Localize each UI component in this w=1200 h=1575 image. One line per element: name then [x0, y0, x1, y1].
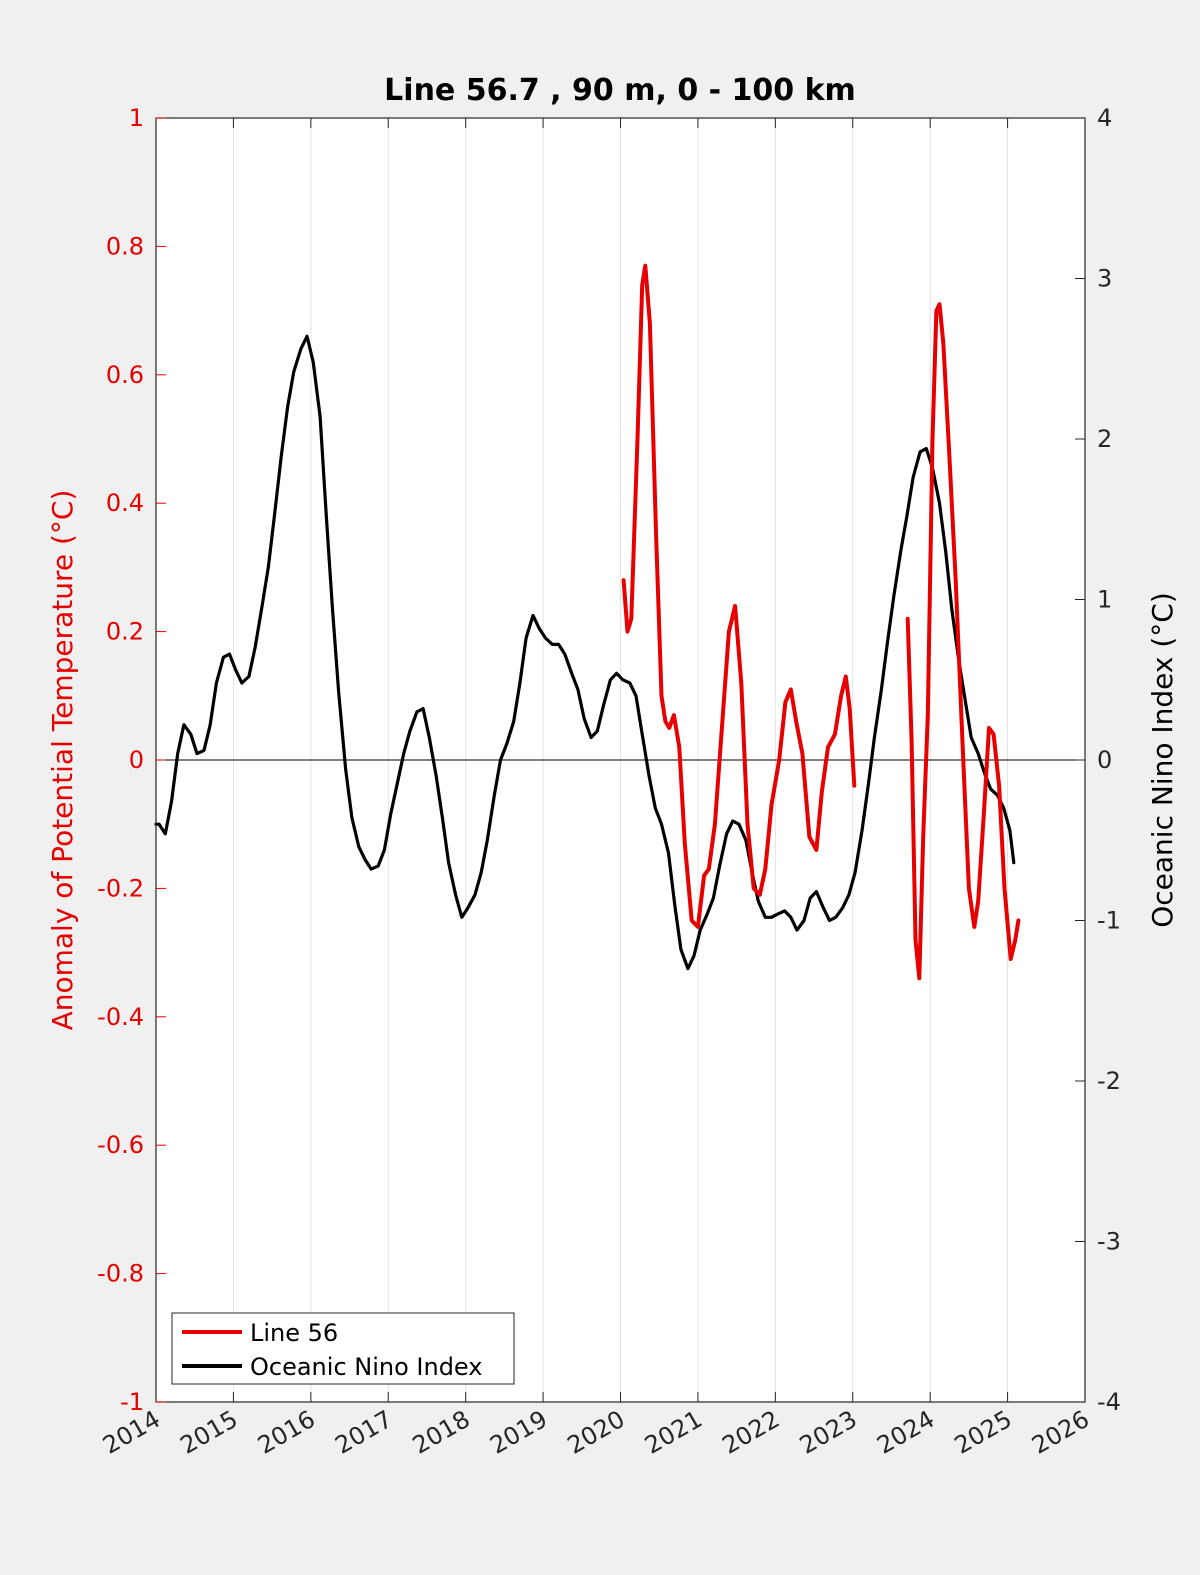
- y-left-tick-label: 0.8: [106, 232, 144, 260]
- y-left-tick-label: -0.6: [97, 1131, 144, 1159]
- y-left-tick-label: -0.8: [97, 1260, 144, 1288]
- legend-box: [171, 1312, 515, 1385]
- legend-label-oni: Oceanic Nino Index: [250, 1353, 482, 1381]
- y-right-tick-label: -3: [1097, 1228, 1121, 1256]
- series-line-line56-segment-2: [905, 302, 1021, 981]
- y-right-tick-label: 0: [1097, 746, 1112, 774]
- series-line-oni: [154, 334, 1016, 971]
- y-left-tick-label: 0.2: [106, 618, 144, 646]
- y-right-tick-label: 4: [1097, 104, 1112, 132]
- y-left-tick-label: 0: [129, 746, 144, 774]
- series-layer: [154, 263, 1021, 981]
- y-right-tick-label: -1: [1097, 907, 1121, 935]
- legend-label-line56: Line 56: [250, 1319, 338, 1347]
- legend: Line 56 Oceanic Nino Index: [171, 1312, 515, 1385]
- y-right-tick-label: 1: [1097, 586, 1112, 614]
- y-left-tick-label: -1: [120, 1388, 144, 1416]
- y-left-tick-label: -0.2: [97, 874, 144, 902]
- y-right-tick-label: -2: [1097, 1067, 1121, 1095]
- y-right-tick-label: -4: [1097, 1388, 1121, 1416]
- y-right-tick-label: 2: [1097, 425, 1112, 453]
- y-left-tick-label: 1: [129, 104, 144, 132]
- series-line-line56-segment-1: [621, 263, 857, 929]
- right-axis-label: Oceanic Nino Index (°C): [1146, 592, 1179, 928]
- tick-marks: [155, 117, 1086, 1403]
- chart-title: Line 56.7 , 90 m, 0 - 100 km: [384, 73, 856, 108]
- left-axis-label: Anomaly of Potential Temperature (°C): [46, 490, 79, 1031]
- y-right-tick-label: 3: [1097, 265, 1112, 293]
- y-left-tick-label: 0.4: [106, 489, 144, 517]
- y-left-tick-label: 0.6: [106, 361, 144, 389]
- y-left-tick-label: -0.4: [97, 1003, 144, 1031]
